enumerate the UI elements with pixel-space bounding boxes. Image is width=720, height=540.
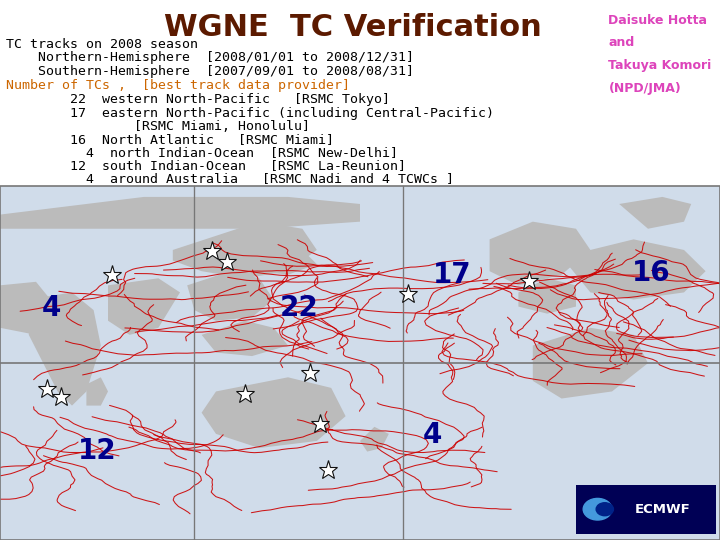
Text: 4  north Indian-Ocean  [RSMC New-Delhi]: 4 north Indian-Ocean [RSMC New-Delhi]: [6, 146, 397, 159]
Text: TC tracks on 2008 season: TC tracks on 2008 season: [6, 38, 198, 51]
Text: 16: 16: [632, 259, 671, 287]
Circle shape: [583, 498, 612, 520]
Text: 4  around Australia   [RSMC Nadi and 4 TCWCs ]: 4 around Australia [RSMC Nadi and 4 TCWC…: [6, 172, 454, 185]
Polygon shape: [533, 328, 648, 399]
Bar: [576, 485, 716, 534]
Polygon shape: [360, 427, 389, 451]
Text: [RSMC Miami, Honolulu]: [RSMC Miami, Honolulu]: [6, 120, 310, 133]
Polygon shape: [29, 293, 101, 406]
Text: 12  south Indian-Ocean   [RSMC La-Reunion]: 12 south Indian-Ocean [RSMC La-Reunion]: [6, 159, 406, 172]
Text: 17: 17: [433, 261, 472, 289]
Polygon shape: [245, 246, 317, 275]
Bar: [0, 186, 720, 540]
Text: Northern-Hemisphere  [2008/01/01 to 2008/12/31]: Northern-Hemisphere [2008/01/01 to 2008/…: [6, 51, 414, 64]
Text: ECMWF: ECMWF: [635, 503, 691, 516]
Text: 12: 12: [78, 437, 117, 465]
Polygon shape: [619, 197, 691, 229]
Polygon shape: [86, 377, 108, 406]
Text: Number of TCs ,  [best track data provider]: Number of TCs , [best track data provide…: [6, 79, 350, 92]
Text: Takuya Komori: Takuya Komori: [608, 59, 711, 72]
Text: 4: 4: [42, 294, 61, 322]
Text: WGNE  TC Verification: WGNE TC Verification: [164, 14, 541, 43]
Bar: [0, 186, 720, 540]
Polygon shape: [202, 377, 346, 448]
Polygon shape: [0, 282, 72, 335]
Text: 4: 4: [423, 421, 441, 449]
Polygon shape: [187, 271, 274, 321]
Text: 17  eastern North-Pacific (including Central-Pacific): 17 eastern North-Pacific (including Cent…: [6, 107, 494, 120]
Polygon shape: [518, 278, 576, 314]
Polygon shape: [108, 278, 180, 335]
Polygon shape: [173, 221, 317, 278]
Text: 16  North Atlantic   [RSMC Miami]: 16 North Atlantic [RSMC Miami]: [6, 133, 334, 146]
Polygon shape: [202, 321, 288, 356]
Text: Daisuke Hotta: Daisuke Hotta: [608, 14, 707, 26]
Text: (NPD/JMA): (NPD/JMA): [608, 82, 681, 94]
Text: 22  western North-Pacific   [RSMC Tokyo]: 22 western North-Pacific [RSMC Tokyo]: [6, 93, 390, 106]
Text: Southern-Hemisphere  [2007/09/01 to 2008/08/31]: Southern-Hemisphere [2007/09/01 to 2008/…: [6, 65, 414, 78]
Text: 22: 22: [279, 294, 318, 322]
Circle shape: [596, 503, 613, 516]
Text: and: and: [608, 36, 634, 49]
Polygon shape: [562, 239, 706, 300]
Polygon shape: [490, 221, 590, 285]
Polygon shape: [0, 197, 360, 229]
